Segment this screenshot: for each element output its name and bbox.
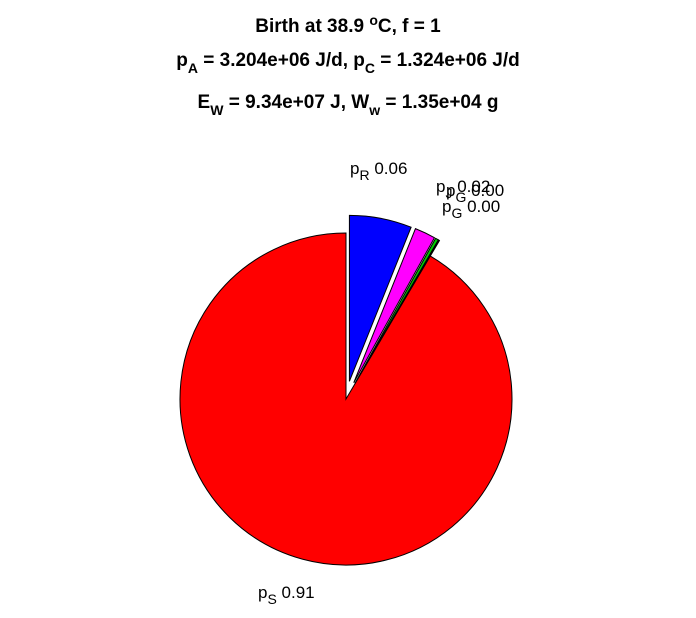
pie-slice-pR bbox=[348, 214, 412, 382]
chart-title: Birth at 38.9 oC, f = 1 pA = 3.204e+06 J… bbox=[176, 12, 520, 118]
title-line-2: pA = 3.204e+06 J/d, pC = 1.324e+06 J/d bbox=[176, 50, 520, 76]
title-line-1: Birth at 38.9 oC, f = 1 bbox=[255, 12, 441, 37]
slice-label-pJ: pJ 0.02 bbox=[436, 177, 490, 201]
slice-label-pG: pG 0.00 bbox=[446, 181, 504, 205]
pie-slice-pS bbox=[179, 232, 513, 566]
pie-slices bbox=[179, 214, 513, 566]
slice-label-pR: pR 0.06 bbox=[350, 159, 407, 183]
slice-label-pG2: pG 0.00 bbox=[442, 197, 500, 221]
title-line-3: EW = 9.34e+07 J, Ww = 1.35e+04 g bbox=[198, 92, 499, 118]
slice-label-pS: pS 0.91 bbox=[258, 583, 315, 607]
pie-slice-pJ bbox=[353, 227, 436, 383]
